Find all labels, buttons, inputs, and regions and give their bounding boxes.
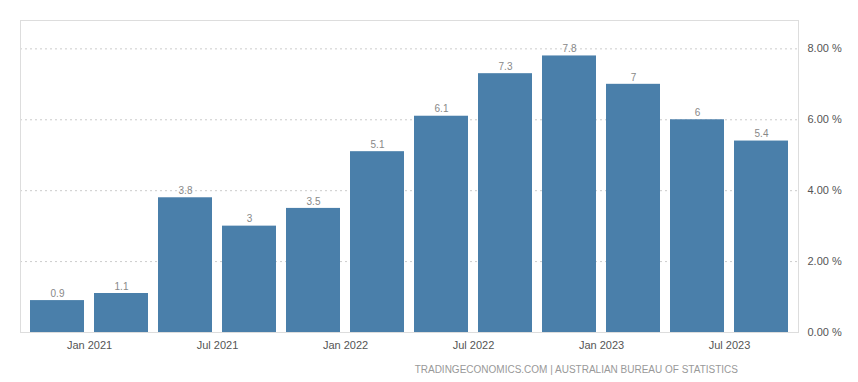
svg-text:Jan 2021: Jan 2021 xyxy=(67,339,112,351)
svg-text:6.1: 6.1 xyxy=(435,103,449,114)
svg-text:3.8: 3.8 xyxy=(179,185,193,196)
svg-text:5.1: 5.1 xyxy=(371,139,385,150)
html-text:TRADINGECONOMICS.COM | AUSTRAL: TRADINGECONOMICS.COM | AUSTRALIAN BUREAU… xyxy=(414,364,738,375)
svg-text:Jan 2022: Jan 2022 xyxy=(323,339,368,351)
svg-text:2.00 %: 2.00 % xyxy=(808,255,842,267)
svg-text:7: 7 xyxy=(631,72,637,83)
svg-text:0.9: 0.9 xyxy=(51,288,65,299)
svg-text:7.3: 7.3 xyxy=(499,61,513,72)
svg-text:Jul 2023: Jul 2023 xyxy=(709,339,751,351)
svg-text:Jan 2023: Jan 2023 xyxy=(579,339,624,351)
svg-text:4.00 %: 4.00 % xyxy=(808,184,842,196)
svg-text:6.00 %: 6.00 % xyxy=(808,113,842,125)
svg-text:Jul 2021: Jul 2021 xyxy=(197,339,239,351)
svg-text:5.4: 5.4 xyxy=(755,128,769,139)
svg-text:8.00 %: 8.00 % xyxy=(808,42,842,54)
svg-text:3.5: 3.5 xyxy=(307,196,321,207)
svg-text:6: 6 xyxy=(695,107,701,118)
svg-text:3: 3 xyxy=(247,213,253,224)
svg-text:1.1: 1.1 xyxy=(115,281,129,292)
svg-text:Jul 2022: Jul 2022 xyxy=(453,339,495,351)
svg-text:0.00 %: 0.00 % xyxy=(808,326,842,338)
svg-text:7.8: 7.8 xyxy=(563,43,577,54)
